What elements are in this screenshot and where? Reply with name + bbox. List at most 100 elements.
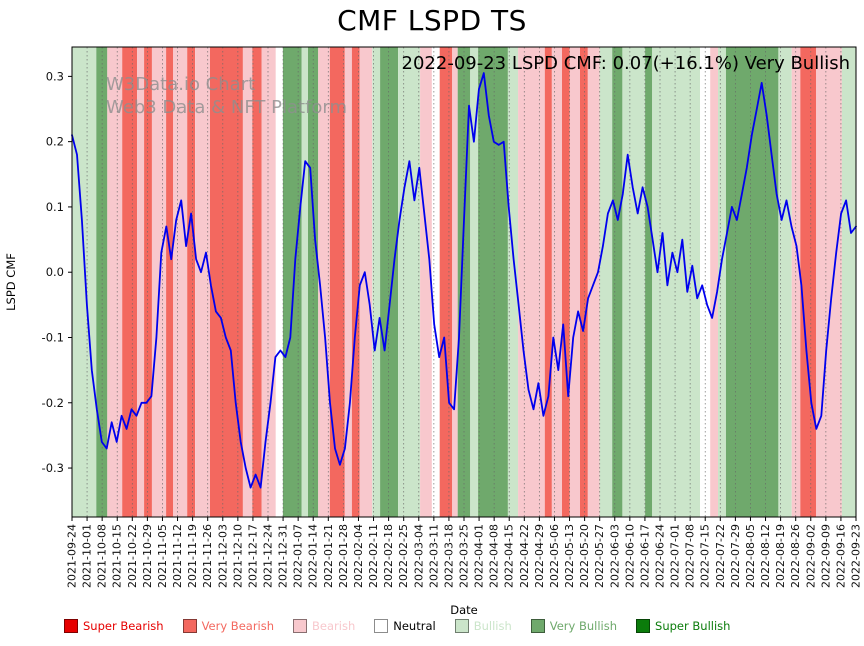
x-tick-label: 2021-10-08 (96, 524, 109, 588)
sentiment-band-bearish (344, 47, 352, 517)
sentiment-band-bearish (518, 47, 545, 517)
legend-item-super-bullish: Super Bullish (636, 619, 730, 633)
sentiment-band-bullish (778, 47, 792, 517)
y-tick-label: 0.1 (46, 200, 64, 214)
x-tick-label: 2022-05-20 (578, 524, 591, 588)
sentiment-band-very-bearish (144, 47, 152, 517)
sentiment-band-very-bearish (329, 47, 345, 517)
sentiment-band-neutral (431, 47, 440, 517)
sentiment-band-bullish (622, 47, 646, 517)
x-tick-label: 2022-08-26 (789, 524, 802, 588)
sentiment-band-very-bullish (478, 47, 508, 517)
x-tick-label: 2021-12-03 (216, 524, 229, 588)
x-tick-label: 2022-06-24 (654, 524, 667, 588)
sentiment-band-very-bullish (282, 47, 302, 517)
x-tick-label: 2022-01-21 (322, 524, 335, 588)
legend-item-very-bearish: Very Bearish (182, 619, 274, 633)
y-tick-label: 0.2 (46, 135, 64, 149)
sentiment-band-bullish (301, 47, 308, 517)
x-tick-label: 2021-12-24 (262, 524, 275, 588)
sentiment-band-bullish (72, 47, 97, 517)
sentiment-band-very-bearish (800, 47, 816, 517)
x-tick-label: 2022-08-12 (759, 524, 772, 588)
legend-label-very-bullish: Very Bullish (549, 619, 618, 633)
sentiment-band-very-bullish (612, 47, 623, 517)
x-tick-label: 2022-06-03 (608, 524, 621, 588)
x-tick-label: 2022-07-08 (684, 524, 697, 588)
x-tick-label: 2022-04-08 (488, 524, 501, 588)
y-axis-label: LSPD CMF (4, 253, 18, 311)
sentiment-band-bearish (195, 47, 210, 517)
x-tick-label: 2022-01-07 (292, 524, 305, 588)
series-layer (71, 72, 857, 489)
x-tick-label: 2022-03-11 (427, 524, 440, 588)
sentiment-band-very-bullish (308, 47, 319, 517)
x-tick-label: 2022-07-22 (714, 524, 727, 588)
legend-label-neutral: Neutral (393, 619, 436, 633)
x-tick-label: 2022-03-18 (442, 524, 455, 588)
sentiment-band-very-bullish (380, 47, 399, 517)
sentiment-band-bullish (470, 47, 479, 517)
sentiment-band-bullish (372, 47, 381, 517)
legend-item-super-bearish: Super Bearish (64, 619, 164, 633)
cmf-line-series (71, 72, 857, 489)
sentiment-band-bullish (398, 47, 421, 517)
sentiment-band-bearish (107, 47, 123, 517)
legend-swatch-very-bullish (530, 619, 545, 633)
x-tick-label: 2021-10-29 (141, 524, 154, 588)
legend-swatch-bearish (293, 619, 308, 633)
watermark-line-2: Web3 Data & NFT Platform (106, 97, 347, 118)
sentiment-band-bearish (710, 47, 718, 517)
legend-label-super-bearish: Super Bearish (83, 619, 164, 633)
x-tick-label: 2022-05-13 (563, 524, 576, 588)
sentiment-band-bullish (599, 47, 613, 517)
x-tick-label: 2022-07-01 (669, 524, 682, 588)
legend-swatch-super-bullish (636, 619, 651, 633)
sentiment-band-very-bearish (580, 47, 588, 517)
sentiment-band-very-bullish (645, 47, 653, 517)
y-tick-label: 0.0 (46, 265, 64, 279)
x-tick-label: 2022-04-01 (473, 524, 486, 588)
y-tick-label: -0.2 (42, 396, 64, 410)
sentiment-band-very-bearish (210, 47, 243, 517)
watermark-line-1: W3Data.io Chart (106, 74, 255, 95)
legend: Super Bearish Very Bearish Bearish Neutral B… (64, 619, 730, 633)
axis-layer: 2021-09-24 2021-10-01 2021-10-08 2021-10-15… (42, 46, 863, 588)
sentiment-band-very-bullish (725, 47, 779, 517)
x-tick-label: 2022-09-09 (819, 524, 832, 588)
x-tick-label: 2022-02-04 (352, 524, 365, 588)
sentiment-band-very-bearish (439, 47, 453, 517)
x-tick-label: 2022-01-28 (337, 524, 350, 588)
legend-item-neutral: Neutral (374, 619, 436, 633)
x-tick-label: 2021-12-10 (231, 524, 244, 588)
x-tick-label: 2022-09-02 (804, 524, 817, 588)
x-tick-label: 2021-10-22 (126, 524, 139, 588)
latest-value-annotation: 2022-09-23 LSPD CMF: 0.07(+16.1%) Very B… (402, 53, 850, 74)
x-tick-label: 2022-01-14 (307, 524, 320, 588)
legend-item-very-bullish: Very Bullish (530, 619, 618, 633)
legend-swatch-very-bearish (182, 619, 197, 633)
legend-label-super-bullish: Super Bullish (655, 619, 731, 633)
y-tick-label: -0.1 (42, 330, 64, 344)
x-tick-label: 2022-05-27 (593, 524, 606, 588)
x-tick-label: 2022-02-25 (397, 524, 410, 588)
sentiment-band-very-bearish (351, 47, 360, 517)
y-tick-label: 0.3 (46, 69, 64, 83)
x-tick-label: 2021-10-15 (111, 524, 124, 588)
sentiment-band-bullish (718, 47, 726, 517)
x-tick-label: 2022-07-15 (699, 524, 712, 588)
x-tick-label: 2022-02-11 (367, 524, 380, 588)
sentiment-band-bearish (420, 47, 432, 517)
x-tick-label: 2022-09-23 (850, 524, 863, 588)
sentiment-band-bearish (816, 47, 842, 517)
x-tick-label: 2022-03-04 (412, 524, 425, 588)
x-tick-label: 2022-08-19 (774, 524, 787, 588)
x-tick-label: 2021-11-19 (186, 524, 199, 588)
x-tick-label: 2022-04-29 (533, 524, 546, 588)
legend-item-bearish: Bearish (293, 619, 355, 633)
legend-label-bullish: Bullish (473, 619, 512, 633)
x-tick-label: 2022-05-06 (548, 524, 561, 588)
sentiment-band-bearish (791, 47, 801, 517)
legend-swatch-neutral (374, 619, 389, 633)
